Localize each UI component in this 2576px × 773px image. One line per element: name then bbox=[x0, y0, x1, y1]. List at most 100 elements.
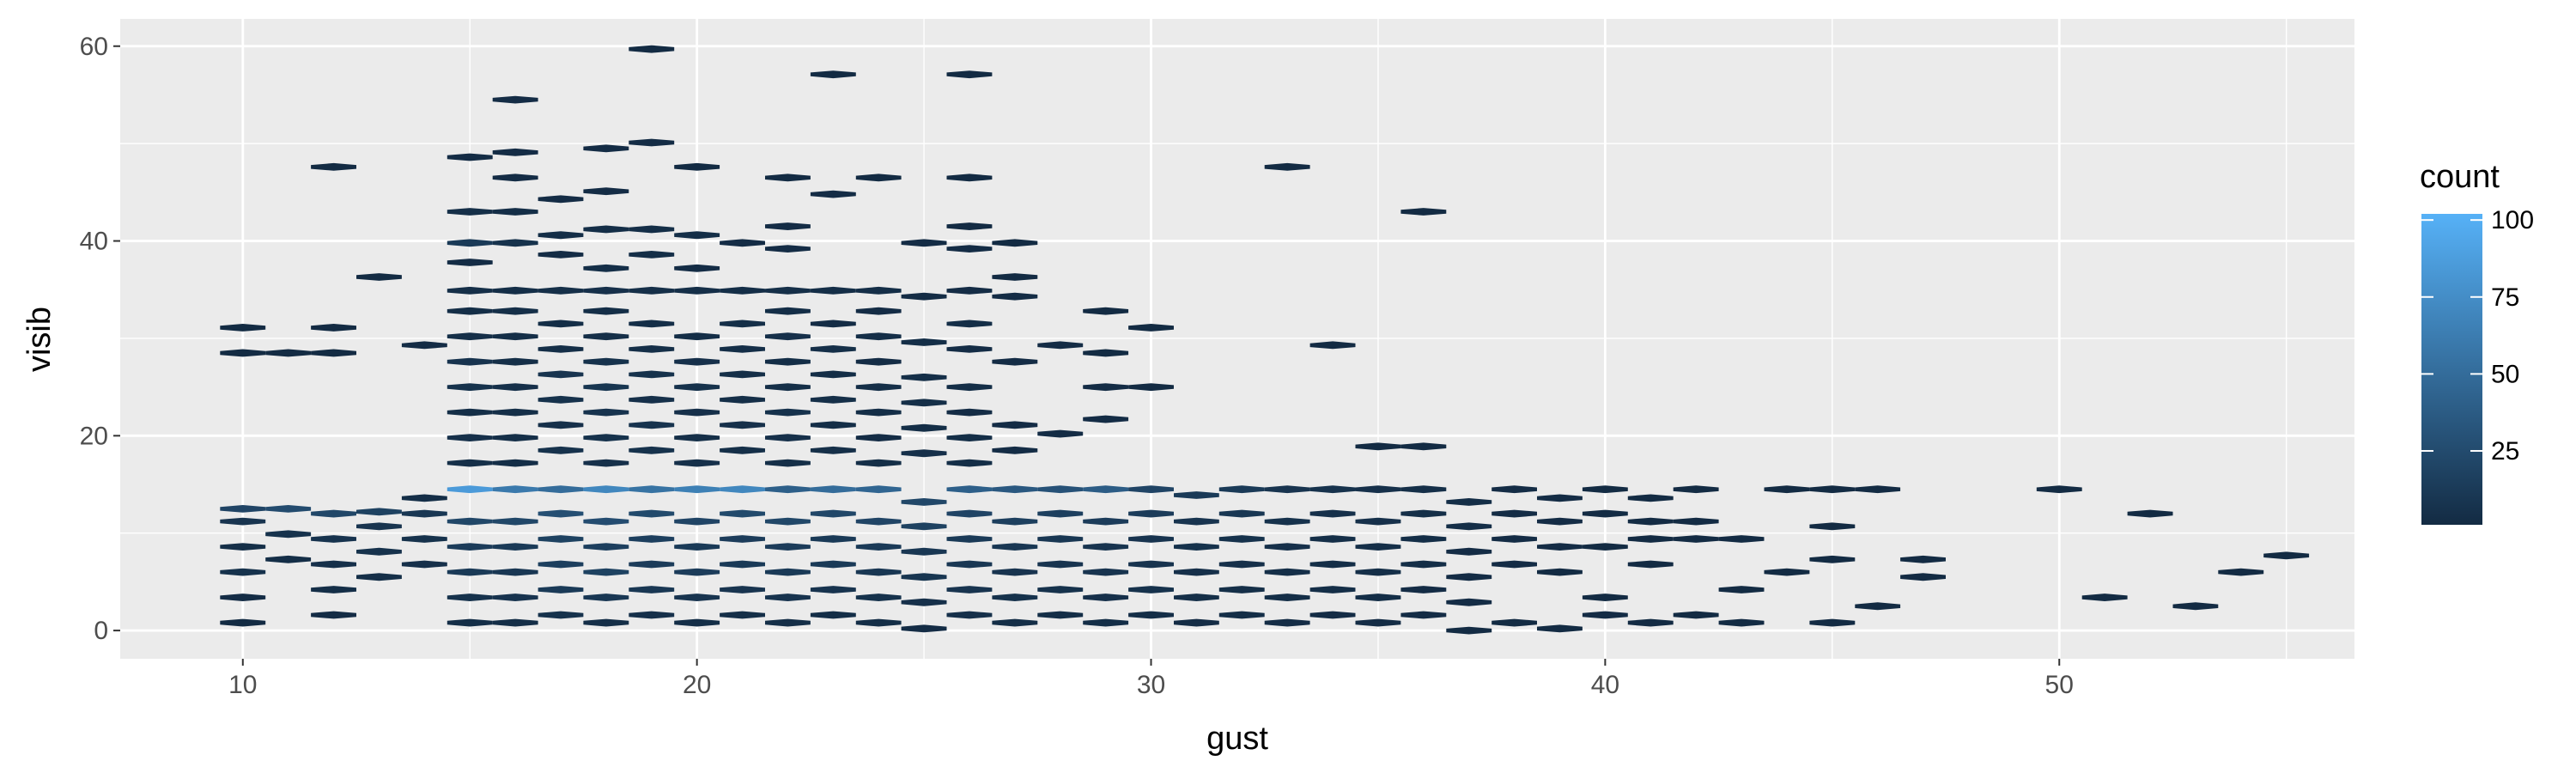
hexbin-cell bbox=[765, 543, 811, 551]
hexbin-cell bbox=[1128, 560, 1174, 569]
legend-title: count bbox=[2420, 159, 2500, 195]
hexbin-cell bbox=[901, 573, 947, 581]
hexbin-cell bbox=[492, 286, 538, 295]
hexbin-cell bbox=[538, 611, 584, 619]
hexbin-cell bbox=[538, 231, 584, 240]
hexbin-cell bbox=[629, 395, 675, 404]
hexbin-cell bbox=[1083, 618, 1129, 627]
hexbin-cell bbox=[2218, 568, 2264, 576]
x-tick-label: 10 bbox=[228, 671, 257, 699]
hexbin-cell bbox=[1446, 498, 1492, 506]
hexbin-cell bbox=[629, 320, 675, 328]
hexbin-cell bbox=[220, 618, 266, 627]
hexbin-cell bbox=[311, 611, 356, 619]
hexbin-cell bbox=[1264, 543, 1310, 551]
hexbin-cell bbox=[583, 144, 629, 153]
hexbin-cell bbox=[1627, 618, 1674, 627]
hexbin-cell bbox=[946, 345, 993, 353]
hexbin-cell bbox=[810, 509, 856, 518]
hexbin-cell bbox=[492, 618, 538, 627]
hexbin-cell bbox=[720, 535, 765, 543]
hexbin-cell bbox=[311, 162, 356, 171]
hexbin-cell bbox=[674, 286, 720, 295]
hexbin-cell bbox=[992, 568, 1038, 576]
hexbin-cell bbox=[583, 459, 629, 467]
hexbin-cell bbox=[946, 383, 993, 392]
hexbin-cell bbox=[1309, 341, 1356, 350]
hexbin-cell bbox=[946, 535, 993, 543]
hexbin-cell bbox=[492, 332, 538, 341]
hexbin-cell bbox=[311, 349, 356, 357]
hexbin-cell bbox=[946, 611, 993, 619]
hexbin-cell bbox=[1309, 611, 1356, 619]
hexbin-cell bbox=[1400, 485, 1447, 494]
hexbin-cell bbox=[810, 586, 856, 593]
hexbin-cell bbox=[492, 459, 538, 467]
hexbin-cell bbox=[583, 434, 629, 441]
hexbin-cell bbox=[1855, 485, 1901, 494]
hexbin-cell bbox=[1037, 586, 1084, 593]
hexbin-cell bbox=[1400, 560, 1447, 569]
hexbin-cell bbox=[765, 485, 811, 494]
hexbin-cell bbox=[992, 618, 1038, 627]
hexbin-cell bbox=[810, 370, 856, 379]
hexbin-cell bbox=[447, 286, 493, 295]
hexbin-cell bbox=[765, 459, 811, 467]
hexbin-cell bbox=[674, 264, 720, 272]
hexbin-cell bbox=[855, 543, 902, 551]
hexbin-cell bbox=[1627, 517, 1674, 526]
hexbin-cell bbox=[2172, 602, 2219, 611]
hexbin-cell bbox=[401, 494, 447, 502]
hexbin-cell bbox=[220, 517, 266, 526]
hexbin-cell bbox=[810, 320, 856, 328]
hexbin-cell bbox=[311, 535, 356, 543]
hexbin-cell bbox=[720, 611, 765, 619]
hexbin-cell bbox=[356, 522, 402, 531]
hexbin-cell bbox=[674, 408, 720, 417]
hexbin-cell bbox=[1537, 543, 1583, 551]
hexbin-cell bbox=[946, 560, 993, 569]
hexbin-cell bbox=[583, 264, 629, 272]
hexbin-cell bbox=[311, 324, 356, 332]
legend-break-label: 75 bbox=[2491, 283, 2519, 312]
hexbin-cell bbox=[992, 273, 1038, 281]
hexbin-cell bbox=[1400, 535, 1447, 543]
hexbin-cell bbox=[1537, 517, 1583, 526]
hexbin-cell bbox=[674, 593, 720, 601]
hexbin-cell bbox=[492, 95, 538, 104]
hexbin-cell bbox=[1083, 543, 1129, 551]
hexbin-cell bbox=[538, 195, 584, 204]
hexbin-cell bbox=[946, 70, 993, 79]
hexbin-cell bbox=[220, 324, 266, 332]
hexbin-cell bbox=[583, 307, 629, 315]
hexbin-cell bbox=[447, 593, 493, 601]
hexbin-cell bbox=[1037, 611, 1084, 619]
hexbin-cell bbox=[765, 434, 811, 441]
hexbin-cell bbox=[674, 517, 720, 526]
hexbin-cell bbox=[1037, 535, 1084, 543]
hexbin-cell bbox=[1037, 509, 1084, 518]
legend-colorbar bbox=[2421, 214, 2482, 525]
hexbin-cell bbox=[629, 286, 675, 295]
hexbin-cell bbox=[1492, 618, 1537, 627]
hexbin-cell bbox=[1355, 485, 1401, 494]
hexbin-cell bbox=[492, 208, 538, 216]
hexbin-cell bbox=[1174, 618, 1219, 627]
hexbin-cell bbox=[629, 446, 675, 454]
hexbin-cell bbox=[2081, 593, 2128, 601]
hexbin-cell bbox=[855, 568, 902, 576]
hexbin-cell bbox=[1355, 618, 1401, 627]
hexbin-cell bbox=[492, 357, 538, 366]
hexbin-cell bbox=[946, 320, 993, 328]
hexbin-cell bbox=[901, 624, 947, 633]
hexbin-cell bbox=[1264, 485, 1310, 494]
hexbin-cell bbox=[1718, 618, 1765, 627]
hexbin-cell bbox=[1446, 573, 1492, 581]
hexbin-cell bbox=[1673, 535, 1719, 543]
hexbin-cell bbox=[720, 509, 765, 518]
hexbin-cell bbox=[1446, 522, 1492, 531]
hexbin-cell bbox=[1037, 485, 1084, 494]
hexbin-cell bbox=[1900, 573, 1946, 581]
hexbin-cell bbox=[1355, 517, 1401, 526]
